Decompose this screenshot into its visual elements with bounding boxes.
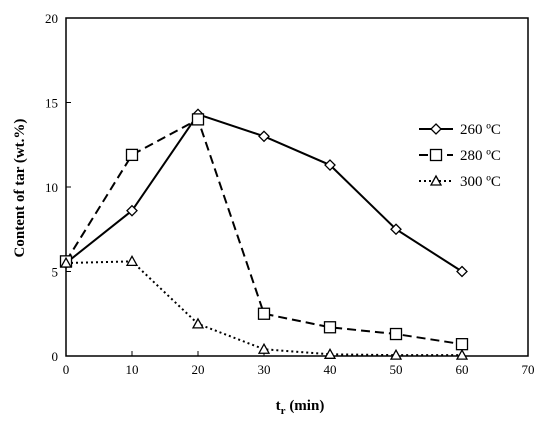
data-point-series-1: [324, 159, 336, 171]
series-markers: [59, 108, 469, 360]
y-tick-label: 15: [45, 96, 58, 111]
data-point-series-1: [126, 204, 138, 217]
legend-marker-3: [429, 174, 443, 186]
data-point-series-2: [389, 327, 403, 341]
data-point-series-2: [125, 148, 139, 162]
y-tick-label: 0: [52, 349, 59, 364]
plot-frame: [65, 17, 529, 357]
data-point-series-2: [257, 307, 271, 320]
y-tick-label: 20: [45, 11, 58, 26]
data-point-series-3: [389, 348, 403, 360]
data-point-series-3: [191, 317, 205, 329]
x-tick-label: 20: [192, 362, 205, 377]
tick-labels: 0 10 20 30 40 50 60 70 0 5 10 15 20: [45, 11, 535, 377]
legend-marker-2: [429, 148, 443, 162]
legend-label-3: 300 ºC: [460, 174, 501, 190]
x-tick-label: 40: [324, 362, 337, 377]
data-point-series-3: [323, 347, 337, 359]
legend-label-1: 260 ºC: [460, 122, 501, 138]
x-tick-label: 60: [456, 362, 469, 377]
x-tick-label: 30: [258, 362, 271, 377]
x-axis-title-main: t: [276, 398, 281, 414]
data-point-series-2: [323, 321, 337, 334]
x-axis-title-suffix: (min): [286, 398, 325, 414]
x-axis-title: tr (min): [276, 398, 325, 417]
data-point-series-3: [59, 256, 73, 268]
y-axis-title: Content of tar (wt.%): [12, 119, 28, 258]
data-point-series-1: [456, 265, 468, 278]
data-point-series-3: [125, 255, 139, 267]
x-tick-label: 0: [63, 362, 70, 377]
x-tick-label: 50: [390, 362, 403, 377]
x-tick-label: 10: [126, 362, 139, 377]
x-axis-title-subscript: r: [281, 405, 286, 417]
axes: [65, 17, 529, 357]
legend-marker-1: [430, 123, 442, 135]
data-point-series-2: [191, 113, 205, 126]
data-point-series-3: [455, 348, 469, 360]
y-tick-label: 5: [52, 265, 59, 280]
data-point-series-1: [390, 223, 402, 236]
data-point-series-2: [455, 338, 469, 351]
x-tick-label: 70: [522, 362, 535, 377]
data-point-series-3: [257, 342, 271, 354]
y-tick-label: 10: [45, 180, 58, 195]
legend: 260 ºC 280 ºC 300 ºC: [419, 122, 501, 190]
legend-label-2: 280 ºC: [460, 148, 501, 164]
data-point-series-1: [258, 130, 270, 143]
